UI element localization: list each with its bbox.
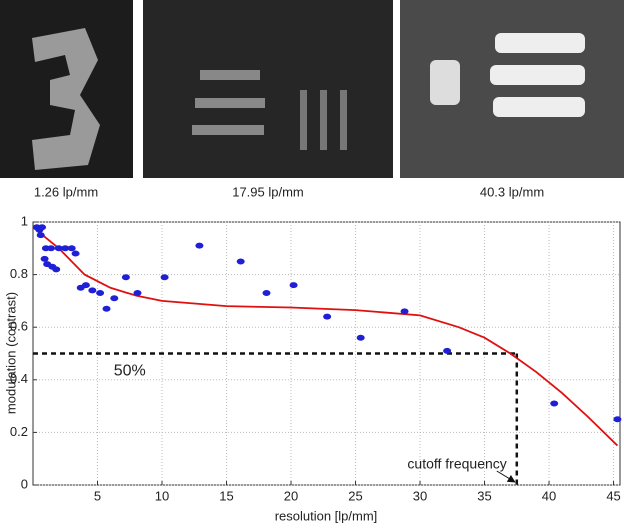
x-axis-label: resolution [lp/mm] (275, 508, 378, 523)
data-point (40, 255, 49, 262)
image-caption: 1.26 lp/mm (34, 184, 98, 199)
image-1 (0, 0, 133, 178)
data-point (195, 242, 204, 249)
annotation-arrow (496, 470, 516, 483)
data-point (61, 245, 70, 252)
data-point (54, 245, 63, 252)
data-point (71, 250, 80, 257)
data-point (613, 416, 622, 423)
image-2 (143, 0, 393, 178)
x-tick-label: 15 (219, 488, 233, 503)
data-point (36, 232, 45, 239)
data-point (81, 282, 90, 289)
data-point (102, 305, 111, 312)
annotation: 50% (114, 363, 146, 380)
data-point (133, 290, 142, 297)
y-tick-label: 0.2 (10, 424, 28, 439)
data-point (38, 224, 47, 231)
data-point (121, 274, 130, 281)
data-point (236, 258, 245, 265)
data-point (47, 245, 56, 252)
image-caption: 40.3 lp/mm (480, 184, 544, 199)
x-tick-label: 40 (542, 488, 556, 503)
data-point (323, 313, 332, 320)
y-tick-label: 0.8 (10, 266, 28, 281)
fit-curve (32, 226, 619, 447)
y-tick-label: 1 (21, 213, 28, 228)
image-3 (400, 0, 624, 178)
x-tick-label: 30 (413, 488, 427, 503)
x-tick-label: 20 (284, 488, 298, 503)
data-point (110, 295, 119, 302)
data-point (67, 245, 76, 252)
x-tick-label: 25 (348, 488, 362, 503)
data-point (550, 400, 559, 407)
data-point (96, 290, 105, 297)
x-tick-label: 10 (155, 488, 169, 503)
data-point (356, 334, 365, 341)
x-tick-label: 5 (94, 488, 101, 503)
y-tick-label: 0 (21, 476, 28, 491)
annotation: cutoff frequency (407, 456, 506, 472)
data-point (160, 274, 169, 281)
y-tick-label: 0.6 (10, 319, 28, 334)
data-point (88, 287, 97, 294)
plot-area (32, 221, 621, 486)
x-tick-label: 35 (477, 488, 491, 503)
data-point (289, 282, 298, 289)
image-caption: 17.95 lp/mm (232, 184, 304, 199)
data-point (443, 347, 452, 354)
data-point (262, 290, 271, 297)
y-tick-label: 0.4 (10, 371, 28, 386)
data-point (400, 308, 409, 315)
x-tick-label: 45 (606, 488, 620, 503)
y-axis-label: modulation (contrast) (3, 292, 18, 414)
data-point (52, 266, 61, 273)
